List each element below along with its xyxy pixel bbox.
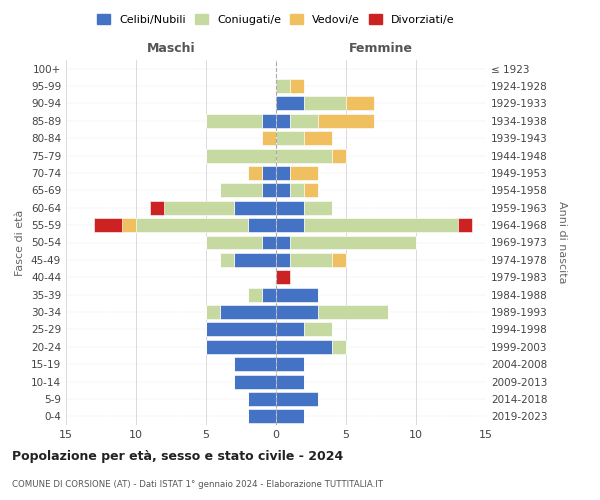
Bar bbox=[206, 305, 220, 319]
Bar bbox=[234, 201, 276, 214]
Bar bbox=[318, 114, 374, 128]
Bar bbox=[304, 218, 458, 232]
Bar bbox=[220, 305, 276, 319]
Bar bbox=[220, 184, 262, 198]
Text: Femmine: Femmine bbox=[349, 42, 413, 55]
Bar bbox=[304, 322, 332, 336]
Bar bbox=[304, 132, 332, 145]
Bar bbox=[234, 357, 276, 371]
Bar bbox=[262, 288, 276, 302]
Bar bbox=[276, 114, 290, 128]
Bar bbox=[290, 184, 304, 198]
Bar bbox=[290, 236, 416, 250]
Bar bbox=[290, 166, 318, 180]
Bar bbox=[276, 322, 304, 336]
Bar bbox=[346, 96, 374, 110]
Bar bbox=[290, 114, 318, 128]
Bar bbox=[150, 201, 164, 214]
Bar bbox=[248, 288, 262, 302]
Text: Popolazione per età, sesso e stato civile - 2024: Popolazione per età, sesso e stato civil… bbox=[12, 450, 343, 463]
Bar bbox=[304, 184, 318, 198]
Bar bbox=[262, 166, 276, 180]
Bar bbox=[276, 166, 290, 180]
Bar bbox=[248, 218, 276, 232]
Text: COMUNE DI CORSIONE (AT) - Dati ISTAT 1° gennaio 2024 - Elaborazione TUTTITALIA.I: COMUNE DI CORSIONE (AT) - Dati ISTAT 1° … bbox=[12, 480, 383, 489]
Bar bbox=[94, 218, 122, 232]
Bar bbox=[276, 218, 304, 232]
Bar bbox=[262, 114, 276, 128]
Bar bbox=[122, 218, 136, 232]
Bar bbox=[234, 253, 276, 267]
Bar bbox=[276, 392, 318, 406]
Bar bbox=[276, 270, 290, 284]
Bar bbox=[206, 340, 276, 353]
Bar bbox=[164, 201, 234, 214]
Bar bbox=[276, 374, 304, 388]
Bar bbox=[304, 96, 346, 110]
Bar bbox=[276, 340, 332, 353]
Bar bbox=[276, 96, 304, 110]
Bar bbox=[276, 201, 304, 214]
Bar bbox=[276, 253, 290, 267]
Bar bbox=[458, 218, 472, 232]
Bar bbox=[318, 305, 388, 319]
Bar bbox=[276, 288, 318, 302]
Bar bbox=[136, 218, 248, 232]
Bar bbox=[248, 166, 262, 180]
Bar bbox=[206, 236, 262, 250]
Y-axis label: Anni di nascita: Anni di nascita bbox=[557, 201, 567, 284]
Legend: Celibi/Nubili, Coniugati/e, Vedovi/e, Divorziati/e: Celibi/Nubili, Coniugati/e, Vedovi/e, Di… bbox=[97, 14, 455, 25]
Bar bbox=[290, 253, 332, 267]
Bar bbox=[332, 340, 346, 353]
Bar bbox=[276, 132, 304, 145]
Bar bbox=[276, 79, 290, 93]
Bar bbox=[304, 201, 332, 214]
Bar bbox=[276, 184, 290, 198]
Bar bbox=[290, 79, 304, 93]
Bar bbox=[206, 148, 276, 162]
Bar bbox=[234, 374, 276, 388]
Bar bbox=[206, 322, 276, 336]
Bar bbox=[276, 410, 304, 424]
Bar bbox=[248, 392, 276, 406]
Bar bbox=[262, 236, 276, 250]
Bar bbox=[220, 253, 234, 267]
Bar bbox=[276, 148, 332, 162]
Text: Maschi: Maschi bbox=[146, 42, 196, 55]
Bar bbox=[248, 410, 276, 424]
Bar bbox=[206, 114, 262, 128]
Bar bbox=[276, 305, 318, 319]
Bar bbox=[332, 253, 346, 267]
Bar bbox=[332, 148, 346, 162]
Bar bbox=[276, 357, 304, 371]
Bar bbox=[276, 236, 290, 250]
Bar bbox=[262, 132, 276, 145]
Y-axis label: Fasce di età: Fasce di età bbox=[16, 210, 25, 276]
Bar bbox=[262, 184, 276, 198]
